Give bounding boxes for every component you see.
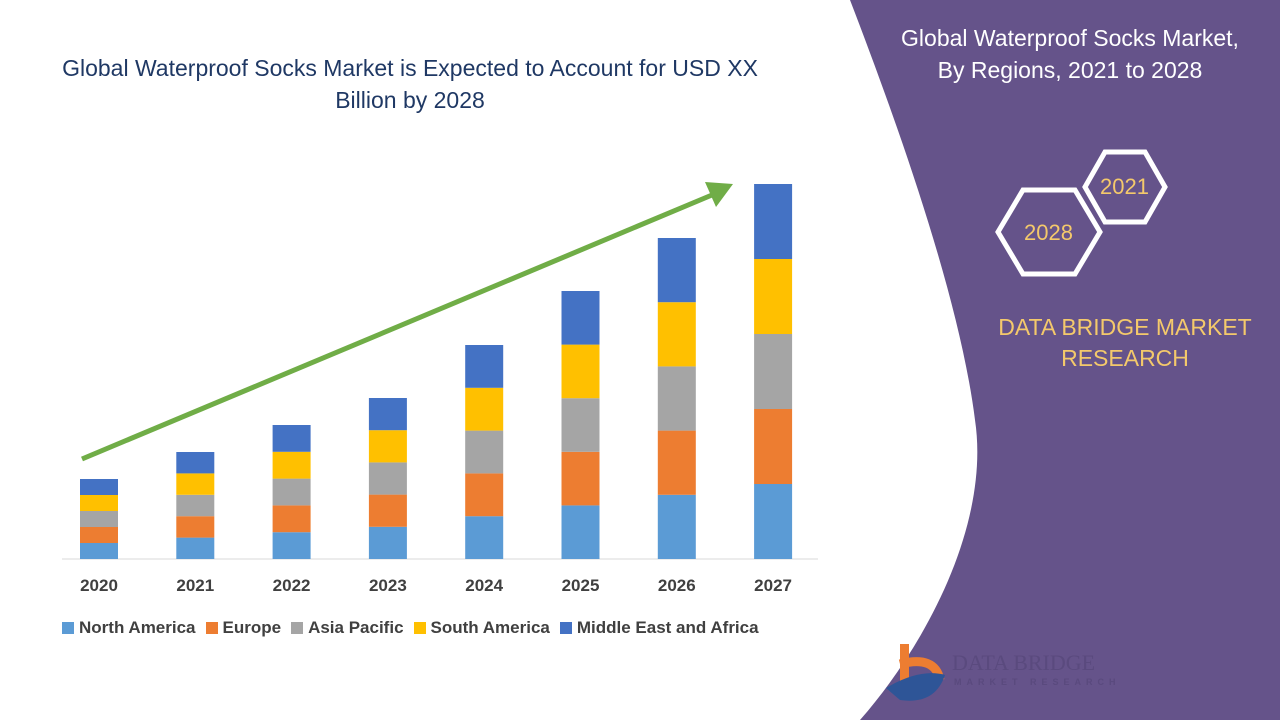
bar-2027-south-america xyxy=(754,259,793,334)
bar-2026-europe xyxy=(657,430,696,495)
bars-group xyxy=(80,184,793,559)
legend-item: North America xyxy=(62,618,196,638)
x-tick-label: 2025 xyxy=(561,576,600,595)
brand-text: DATA BRIDGE MARKET RESEARCH xyxy=(990,312,1260,374)
legend-swatch xyxy=(291,622,304,634)
x-tick-label: 2026 xyxy=(657,576,696,595)
x-tick-label: 2027 xyxy=(754,576,792,595)
side-panel xyxy=(850,0,1280,720)
legend-swatch xyxy=(559,622,572,634)
logo-icon xyxy=(886,644,945,701)
side-title-line1: Global Waterproof Socks Market, xyxy=(901,25,1239,51)
legend-label: Europe xyxy=(222,618,282,637)
bar-2022-asia-pacific xyxy=(272,478,311,506)
bar-2020-asia-pacific xyxy=(80,511,118,527)
legend-item: Middle East and Africa xyxy=(559,618,759,638)
bar-2024-north-america xyxy=(465,516,504,559)
bar-2024-asia-pacific xyxy=(465,430,504,474)
legend: North America Europe Asia Pacific South Ame… xyxy=(62,618,759,638)
logo-subtext: MARKET RESEARCH xyxy=(954,677,1121,687)
legend-swatch xyxy=(413,622,426,634)
legend-item: Europe xyxy=(205,618,282,638)
bar-2026-north-america xyxy=(657,494,696,559)
bar-2024-europe xyxy=(465,473,504,517)
bar-2021-north-america xyxy=(176,537,215,559)
bar-2027-asia-pacific xyxy=(754,334,793,409)
bar-2021-europe xyxy=(176,516,215,538)
bar-2025-middle-east-and-africa xyxy=(561,291,600,345)
legend-label: Asia Pacific xyxy=(308,618,404,637)
bar-2020-south-america xyxy=(80,495,118,511)
legend-label: South America xyxy=(430,618,550,637)
bar-2026-south-america xyxy=(657,302,696,367)
bar-2025-south-america xyxy=(561,344,600,399)
bar-2023-asia-pacific xyxy=(368,462,407,495)
bar-2021-asia-pacific xyxy=(176,494,215,517)
side-title-line2: By Regions, 2021 to 2028 xyxy=(937,57,1203,83)
legend-item: South America xyxy=(413,618,550,638)
bar-2025-north-america xyxy=(561,505,600,559)
legend-swatch xyxy=(205,622,218,634)
hexagon-2021 xyxy=(1082,149,1168,225)
x-tick-label: 2020 xyxy=(80,576,118,595)
brand-line2: RESEARCH xyxy=(1061,345,1189,371)
bar-2021-south-america xyxy=(176,473,215,495)
bar-2022-europe xyxy=(272,505,311,533)
bar-2020-middle-east-and-africa xyxy=(80,479,118,495)
bar-2024-middle-east-and-africa xyxy=(465,345,504,388)
bar-2021-middle-east-and-africa xyxy=(176,452,215,474)
bar-2022-north-america xyxy=(272,532,311,559)
bar-2020-north-america xyxy=(80,543,118,559)
trend-arrow xyxy=(81,192,713,462)
x-tick-label: 2022 xyxy=(272,576,311,595)
bar-2027-north-america xyxy=(754,484,793,559)
bar-2022-middle-east-and-africa xyxy=(272,425,311,452)
bar-2023-south-america xyxy=(368,430,407,463)
bar-2026-asia-pacific xyxy=(657,366,696,431)
bar-2023-north-america xyxy=(368,526,407,559)
hex-label-2021: 2021 xyxy=(1100,174,1149,199)
x-tick-label: 2021 xyxy=(176,576,215,595)
chart-title: Global Waterproof Socks Market is Expect… xyxy=(62,55,758,113)
brand-line1: DATA BRIDGE MARKET xyxy=(998,314,1252,340)
trend-arrow-head xyxy=(705,182,733,207)
legend-label: North America xyxy=(79,618,196,637)
bar-2027-middle-east-and-africa xyxy=(754,184,793,259)
bar-2027-europe xyxy=(754,409,793,484)
legend-label: Middle East and Africa xyxy=(576,618,759,637)
hex-label-2028: 2028 xyxy=(1024,220,1073,245)
x-tick-label: 2023 xyxy=(368,576,407,595)
legend-item: Asia Pacific xyxy=(291,618,404,638)
bar-2025-asia-pacific xyxy=(561,398,600,452)
bar-2023-europe xyxy=(368,494,407,527)
bar-2025-europe xyxy=(561,451,600,506)
bar-2024-south-america xyxy=(465,387,504,431)
x-tick-label: 2024 xyxy=(465,576,504,595)
bar-2020-europe xyxy=(80,527,118,543)
bar-2023-middle-east-and-africa xyxy=(368,398,407,431)
legend-swatch xyxy=(62,622,74,634)
bar-2026-middle-east-and-africa xyxy=(657,238,696,303)
hexagon-2028 xyxy=(995,187,1103,277)
bar-2022-south-america xyxy=(272,451,311,479)
side-panel-title: Global Waterproof Socks Market, By Regio… xyxy=(870,22,1270,86)
logo-text: DATA BRIDGE xyxy=(952,650,1096,675)
